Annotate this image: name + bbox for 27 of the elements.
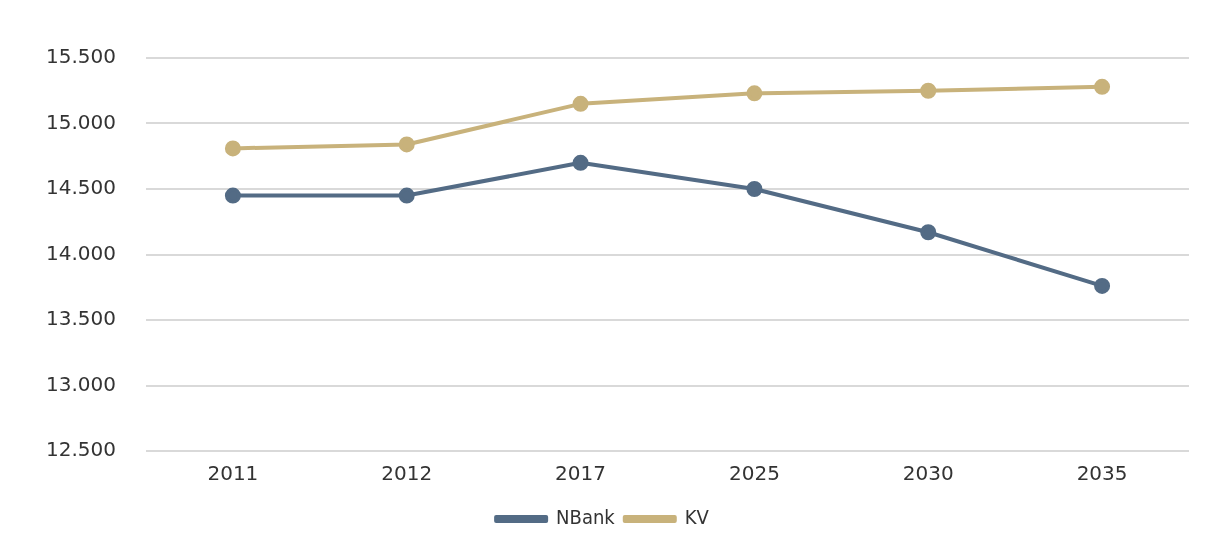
point: [224, 140, 241, 157]
y-tick-label: 15.000: [46, 109, 116, 134]
point: [572, 95, 589, 112]
y-tick-label: 14.500: [46, 175, 116, 200]
point: [746, 181, 763, 197]
point: [572, 154, 589, 171]
point: [1094, 78, 1111, 95]
y-tick-label: 14.000: [46, 240, 116, 265]
x-tick-label: 2030: [902, 461, 954, 486]
point: [746, 85, 763, 102]
point: [398, 136, 415, 153]
point: [398, 187, 415, 204]
x-tick-label: 2025: [728, 461, 780, 486]
point: [1094, 277, 1111, 294]
y-tick-label: 13.000: [46, 371, 116, 396]
legend-label: KV: [684, 505, 710, 530]
y-tick-label: 15.500: [46, 44, 116, 69]
x-tick-label: 2017: [555, 461, 607, 486]
x-tick-label: 2012: [381, 461, 433, 486]
x-tick-label: 2011: [207, 461, 259, 486]
point: [920, 224, 937, 241]
x-tick-label: 2035: [1076, 461, 1128, 486]
point: [224, 187, 241, 204]
y-tick-label: 13.500: [46, 306, 116, 331]
legend-label: NBank: [556, 505, 616, 530]
point: [920, 82, 937, 99]
y-tick-label: 12.500: [46, 437, 116, 462]
